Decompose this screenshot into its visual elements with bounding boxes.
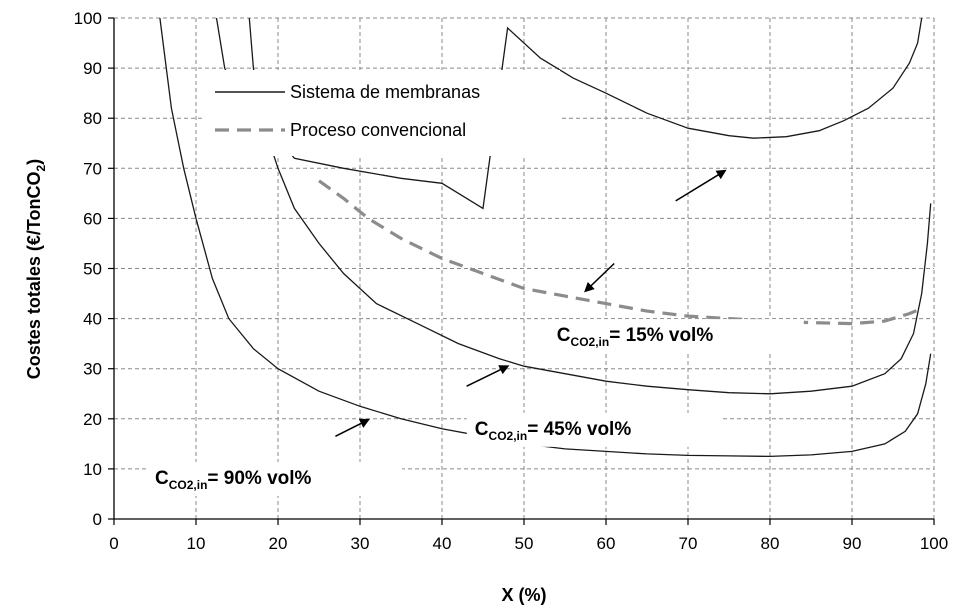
x-tick-label-90: 90 xyxy=(843,534,862,553)
x-tick-label-10: 10 xyxy=(187,534,206,553)
annotation-prefix: C xyxy=(155,468,169,489)
annotation-bg-1 xyxy=(466,412,722,447)
legend: Sistema de membranas Proceso convenciona… xyxy=(205,70,560,156)
x-axis-title: X (%) xyxy=(502,585,547,605)
annotation-value: = 90% vol% xyxy=(207,468,311,489)
annotation-value: = 45% vol% xyxy=(527,419,631,440)
x-tick-label-40: 40 xyxy=(433,534,452,553)
x-tick-label-80: 80 xyxy=(761,534,780,553)
y-tick-label-60: 60 xyxy=(83,209,102,228)
x-tick-label-70: 70 xyxy=(679,534,698,553)
annotation-bg-0 xyxy=(548,319,804,354)
x-tick-label-100: 100 xyxy=(920,534,948,553)
annotation-subscript: CO2,in xyxy=(169,478,208,492)
legend-box xyxy=(205,70,560,156)
annotation-prefix: C xyxy=(557,325,571,346)
y-axis-title-sub: 2 xyxy=(34,164,48,171)
y-axis-title-main: Costes totales (€/TonCO xyxy=(24,171,44,379)
y-axis-title-end: ) xyxy=(24,159,44,165)
tick-labels: 0 10 20 30 40 50 60 70 80 90 100 0 10 20 30 40 50 60 70 80 9… xyxy=(74,9,949,553)
annotation-arrow-3 xyxy=(584,262,615,293)
x-tick-label-60: 60 xyxy=(597,534,616,553)
annotation-label-2: CCO2,in= 90% vol% xyxy=(155,468,312,492)
y-tick-label-100: 100 xyxy=(74,9,102,28)
annotation-prefix: C xyxy=(475,419,489,440)
y-tick-label-10: 10 xyxy=(83,460,102,479)
y-tick-label-20: 20 xyxy=(83,410,102,429)
series-line-membranas-1 xyxy=(248,17,932,395)
y-axis-title: Costes totales (€/TonCO2) xyxy=(24,159,48,379)
annotation-arrow-0 xyxy=(675,169,727,202)
y-tick-label-40: 40 xyxy=(83,310,102,329)
y-tick-label-0: 0 xyxy=(93,510,102,529)
y-tick-label-50: 50 xyxy=(83,260,102,279)
x-tick-label-50: 50 xyxy=(515,534,534,553)
annotation-subscript: CO2,in xyxy=(571,335,610,349)
annotation-subscript: CO2,in xyxy=(489,429,528,443)
series-line-membranas-0 xyxy=(215,17,923,210)
annotation-label-1: CCO2,in= 45% vol% xyxy=(475,419,632,443)
legend-label-membranas: Sistema de membranas xyxy=(290,82,480,102)
x-tick-label-30: 30 xyxy=(351,534,370,553)
annotation-arrow-1 xyxy=(466,365,510,387)
annotation-arrow-2 xyxy=(335,418,370,438)
y-tick-label-80: 80 xyxy=(83,109,102,128)
y-tick-label-70: 70 xyxy=(83,159,102,178)
series-line-convencional-3 xyxy=(318,179,923,326)
annotation-value: = 15% vol% xyxy=(609,325,713,346)
y-tick-label-30: 30 xyxy=(83,360,102,379)
annotation-bg-2 xyxy=(147,461,402,496)
legend-label-convencional: Proceso convencional xyxy=(290,120,466,140)
y-tick-label-90: 90 xyxy=(83,59,102,78)
x-tick-label-0: 0 xyxy=(109,534,118,553)
annotation-label-0: CCO2,in= 15% vol% xyxy=(557,325,714,349)
x-tick-label-20: 20 xyxy=(269,534,288,553)
annotations: CCO2,in= 15% vol%CCO2,in= 45% vol%CCO2,i… xyxy=(147,169,804,496)
